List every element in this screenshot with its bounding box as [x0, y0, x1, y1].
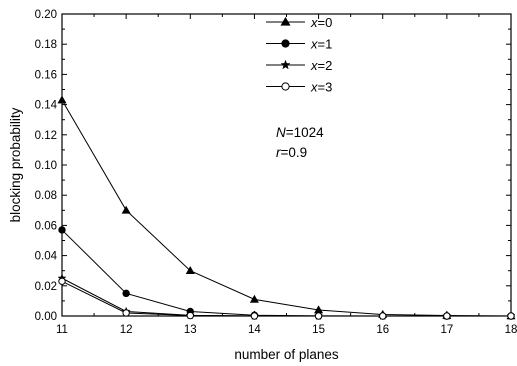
plot-border [61, 13, 512, 317]
annotation: r=0.9 [276, 145, 307, 160]
legend-value: =2 [318, 58, 333, 73]
legend-label: x=3 [310, 80, 332, 95]
x-tick-label: 11 [56, 324, 68, 336]
x-tick-label: 13 [184, 324, 197, 336]
legend-variable: x [310, 37, 318, 52]
y-tick-label: 0.14 [35, 100, 58, 112]
x-tick-label: 14 [248, 324, 261, 336]
annotation-value: =0.9 [281, 145, 308, 160]
data-point [121, 205, 131, 214]
legend-variable: x [310, 80, 318, 95]
annotation-variable: N [276, 125, 286, 140]
y-tick-label: 0.02 [35, 281, 57, 293]
data-point [58, 226, 66, 234]
legend-label: x=2 [310, 58, 332, 73]
legend-variable: x [310, 58, 318, 73]
y-tick-label: 0.20 [35, 9, 57, 21]
y-axis-title: blocking probability [8, 107, 23, 222]
legend-item: x=3 [266, 80, 332, 95]
y-tick-label: 0.12 [35, 130, 57, 142]
legend-marker [280, 16, 291, 26]
y-tick-label: 0.04 [35, 251, 58, 263]
legend-label: x=1 [310, 37, 332, 52]
series-line [61, 280, 511, 317]
data-point [58, 277, 66, 285]
legend-value: =0 [318, 15, 333, 30]
legend: x=0x=1x=2x=3 [266, 15, 332, 95]
data-point [379, 312, 387, 320]
data-point [443, 312, 451, 320]
y-axis-ticks: 0.00 0.02 0.04 0.06 0.08 0.10 0.12 0.14 0.16 0.18… [35, 9, 511, 323]
y-tick-label: 0.18 [35, 39, 57, 51]
series-line [61, 99, 512, 317]
data-point [314, 312, 323, 320]
plot-frame [61, 13, 512, 317]
legend-item: x=2 [266, 58, 332, 73]
series-filled-circle [58, 226, 515, 320]
legend-item: x=0 [266, 15, 332, 30]
data-point [185, 266, 195, 275]
x-tick-label: 12 [120, 324, 133, 336]
annotation: N=1024 [276, 125, 324, 140]
y-tick-label: 0.10 [35, 160, 57, 172]
legend-marker [281, 82, 290, 91]
data-point [507, 312, 515, 320]
x-axis-title: number of planes [234, 347, 339, 362]
annotation-variable: r [276, 145, 281, 160]
series-layer [57, 95, 516, 320]
series-open-circle [58, 277, 515, 320]
data-point [250, 312, 259, 320]
data-point [249, 294, 259, 303]
x-tick-label: 18 [505, 324, 517, 336]
legend-label: x=0 [310, 15, 332, 30]
legend-variable: x [310, 15, 318, 30]
annotations: N=1024 r=0.9 [276, 125, 324, 160]
data-point [186, 311, 194, 320]
x-tick-label: 17 [440, 324, 453, 336]
data-point [122, 309, 130, 317]
y-tick-label: 0.16 [35, 69, 57, 81]
legend-value: =1 [318, 37, 333, 52]
y-tick-label: 0.06 [35, 220, 57, 232]
legend-item: x=1 [266, 37, 332, 52]
x-axis-ticks: 11 12 13 14 15 16 17 18 [56, 14, 517, 336]
series-line [61, 229, 511, 317]
annotation-value: =1024 [286, 125, 324, 140]
data-point [122, 289, 130, 298]
y-tick-label: 0.08 [35, 190, 57, 202]
x-tick-label: 15 [312, 324, 325, 336]
legend-value: =3 [318, 80, 333, 95]
legend-marker [280, 59, 291, 70]
x-tick-label: 16 [376, 324, 389, 336]
data-point [57, 95, 67, 104]
y-tick-label: 0.00 [35, 311, 57, 323]
legend-marker [281, 39, 290, 48]
